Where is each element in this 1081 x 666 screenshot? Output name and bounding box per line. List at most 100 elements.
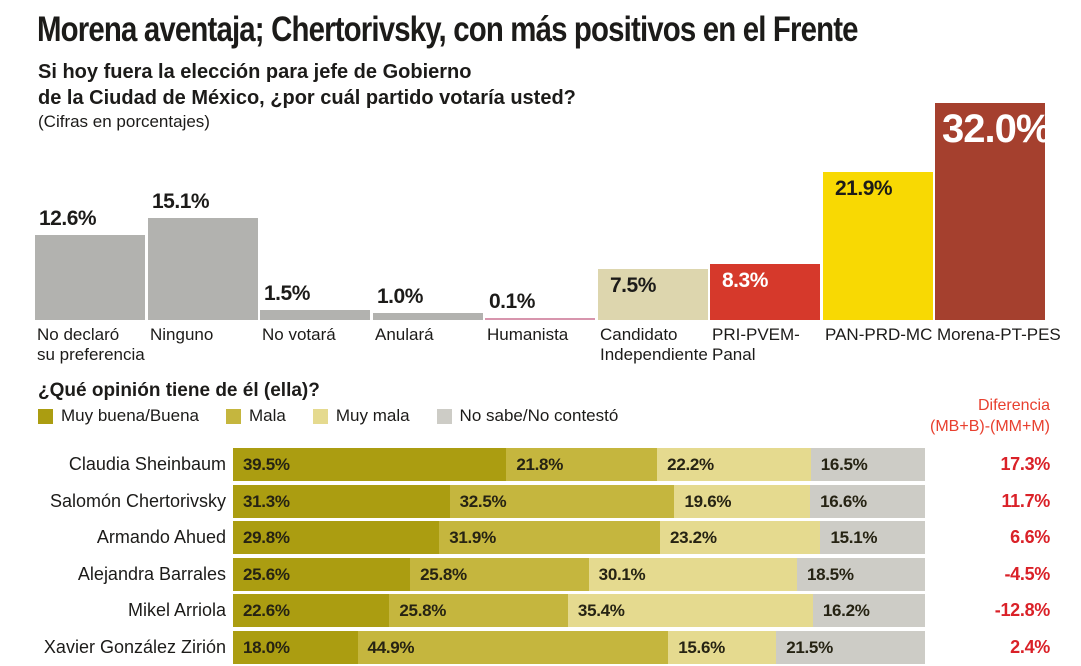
segment-value: 32.5% (459, 492, 507, 511)
segment-muy-mala: 35.4% (567, 594, 813, 627)
bar-label-candidato-independiente: Candidato Independiente (600, 325, 724, 366)
segment-muy-buena-buena: 18.0% (233, 631, 358, 664)
bar-pri-pvem-panal (710, 264, 820, 320)
bar-anulara (373, 313, 483, 320)
segment-value: 22.6% (243, 601, 290, 620)
bar-label-line: su preferencia (37, 345, 145, 365)
opinion-question: ¿Qué opinión tiene de él (ella)? (38, 380, 320, 401)
bar-ninguno (148, 218, 258, 320)
segment-muy-buena-buena: 39.5% (233, 448, 507, 481)
segment-value: 25.8% (420, 565, 467, 584)
bar-morena-pt-pes (935, 103, 1045, 320)
candidate-name-alejandra-barrales: Alejandra Barrales (77, 564, 226, 584)
opinion-bar-salomon-chertorivsky: 31.3% 32.5% 19.6% 16.6% (233, 485, 925, 518)
bar-label-pri-pvem-panal: PRI-PVEM- Panal (712, 325, 836, 366)
legend-item-muy-buena-buena: Muy buena/Buena (38, 406, 199, 426)
candidate-name-salomon-chertorivsky: Salomón Chertorivsky (49, 491, 226, 511)
opinion-legend: Muy buena/Buena Mala Muy mala No sabe/No co… (38, 406, 618, 426)
segment-value: 25.6% (243, 565, 290, 584)
segment-value: 18.5% (806, 565, 854, 584)
diff-value-mikel-arriola: -12.8% (994, 600, 1051, 620)
candidate-name-armando-ahued: Armando Ahued (96, 527, 226, 547)
bar-label-no-declaro: No declaró su preferencia (37, 325, 161, 366)
segment-mala: 25.8% (389, 594, 568, 627)
segment-value: 23.2% (669, 528, 717, 547)
bar-value-ninguno: 15.1% (152, 190, 210, 213)
bar-label-line: Ninguno (150, 325, 214, 344)
bar-humanista (485, 318, 595, 320)
legend-swatch-icon (312, 408, 328, 424)
legend-swatch-icon (226, 408, 241, 424)
units-note: (Cifras en porcentajes) (38, 112, 210, 131)
bar-label-line: Panal (712, 345, 756, 365)
segment-value: 16.6% (820, 492, 867, 511)
legend-label: Mala (249, 406, 286, 425)
segment-value: 31.9% (449, 528, 496, 547)
bar-value-no-declaro: 12.6% (39, 207, 97, 230)
opinion-bar-xavier-gonzalez-zirion: 18.0% 44.9% 15.6% 21.5% (233, 631, 925, 664)
main-title: Morena aventaja; Chertorivsky, con más p… (37, 10, 859, 49)
segment-mala: 44.9% (357, 631, 669, 664)
legend-swatch-icon (38, 408, 53, 424)
bar-label-line: Independiente (600, 345, 708, 365)
segment-value: 22.2% (667, 455, 714, 474)
segment-no-sabe-no-contesto: 16.2% (812, 594, 925, 627)
segment-value: 44.9% (367, 638, 415, 657)
segment-no-sabe-no-contesto: 16.5% (810, 448, 925, 481)
diff-header-line1: Diferencia (977, 397, 1050, 414)
segment-mala: 32.5% (449, 485, 675, 518)
segment-muy-mala: 22.2% (657, 448, 811, 481)
bar-label-line: Anulará (375, 325, 434, 344)
bar-no-votara (260, 310, 370, 320)
segment-value: 15.1% (830, 528, 878, 547)
bar-label-morena-pt-pes: Morena-PT-PES (937, 325, 1061, 345)
legend-label: No sabe/No contestó (459, 406, 619, 425)
segment-muy-mala: 15.6% (668, 631, 777, 664)
diff-value-claudia-sheinbaum: 17.3% (1000, 454, 1050, 474)
segment-no-sabe-no-contesto: 15.1% (820, 521, 925, 554)
candidate-name-mikel-arriola: Mikel Arriola (127, 600, 226, 620)
bar-candidato-independiente (598, 269, 708, 320)
bar-label-anulara: Anulará (375, 325, 499, 345)
bar-value-pan-prd-mc: 21.9% (835, 177, 893, 200)
segment-no-sabe-no-contesto: 21.5% (776, 631, 925, 664)
segment-value: 39.5% (243, 455, 290, 474)
bar-label-line: PRI-PVEM- (712, 325, 800, 344)
segment-no-sabe-no-contesto: 16.6% (810, 485, 925, 518)
segment-mala: 31.9% (439, 521, 660, 554)
segment-muy-mala: 23.2% (659, 521, 821, 554)
bar-value-humanista: 0.1% (489, 290, 535, 313)
segment-muy-mala: 30.1% (588, 558, 797, 591)
diff-column-header: Diferencia (MB+B)-(MM+M) (930, 396, 1050, 438)
diff-header-line2: (MB+B)-(MM+M) (930, 417, 1050, 435)
segment-value: 18.0% (243, 638, 290, 657)
bar-label-line: PAN-PRD-MC (825, 325, 933, 344)
candidate-name-claudia-sheinbaum: Claudia Sheinbaum (68, 454, 226, 474)
bar-label-pan-prd-mc: PAN-PRD-MC (825, 325, 949, 345)
segment-value: 31.3% (243, 492, 290, 511)
opinion-bar-armando-ahued: 29.8% 31.9% 23.2% 15.1% (233, 521, 925, 554)
bar-label-line: Morena-PT-PES (937, 325, 1061, 344)
legend-item-no-sabe-no-contesto: No sabe/No contestó (436, 406, 619, 426)
segment-value: 21.5% (786, 638, 833, 657)
bar-value-morena-pt-pes: 32.0% (942, 107, 1051, 151)
bar-label-ninguno: Ninguno (150, 325, 274, 345)
legend-label: Muy buena/Buena (61, 406, 199, 425)
bar-value-no-votara: 1.5% (264, 282, 310, 305)
segment-muy-buena-buena: 29.8% (233, 521, 440, 554)
segment-muy-buena-buena: 22.6% (233, 594, 390, 627)
legend-item-muy-mala: Muy mala (312, 406, 410, 426)
opinion-bar-alejandra-barrales: 25.6% 25.8% 30.1% 18.5% (233, 558, 925, 591)
survey-question: Si hoy fuera la elección para jefe de Go… (38, 60, 576, 111)
bar-value-pri-pvem-panal: 8.3% (722, 269, 768, 292)
segment-value: 16.2% (822, 601, 870, 620)
opinion-bar-mikel-arriola: 22.6% 25.8% 35.4% 16.2% (233, 594, 925, 627)
segment-muy-mala: 19.6% (674, 485, 811, 518)
diff-value-armando-ahued: 6.6% (1010, 527, 1050, 547)
bar-label-no-votara: No votará (262, 325, 386, 345)
segment-value: 15.6% (678, 638, 725, 657)
legend-swatch-icon (436, 408, 452, 424)
diff-value-alejandra-barrales: -4.5% (1004, 564, 1050, 584)
candidate-name-xavier-gonzalez-zirion: Xavier González Zirión (43, 637, 226, 657)
